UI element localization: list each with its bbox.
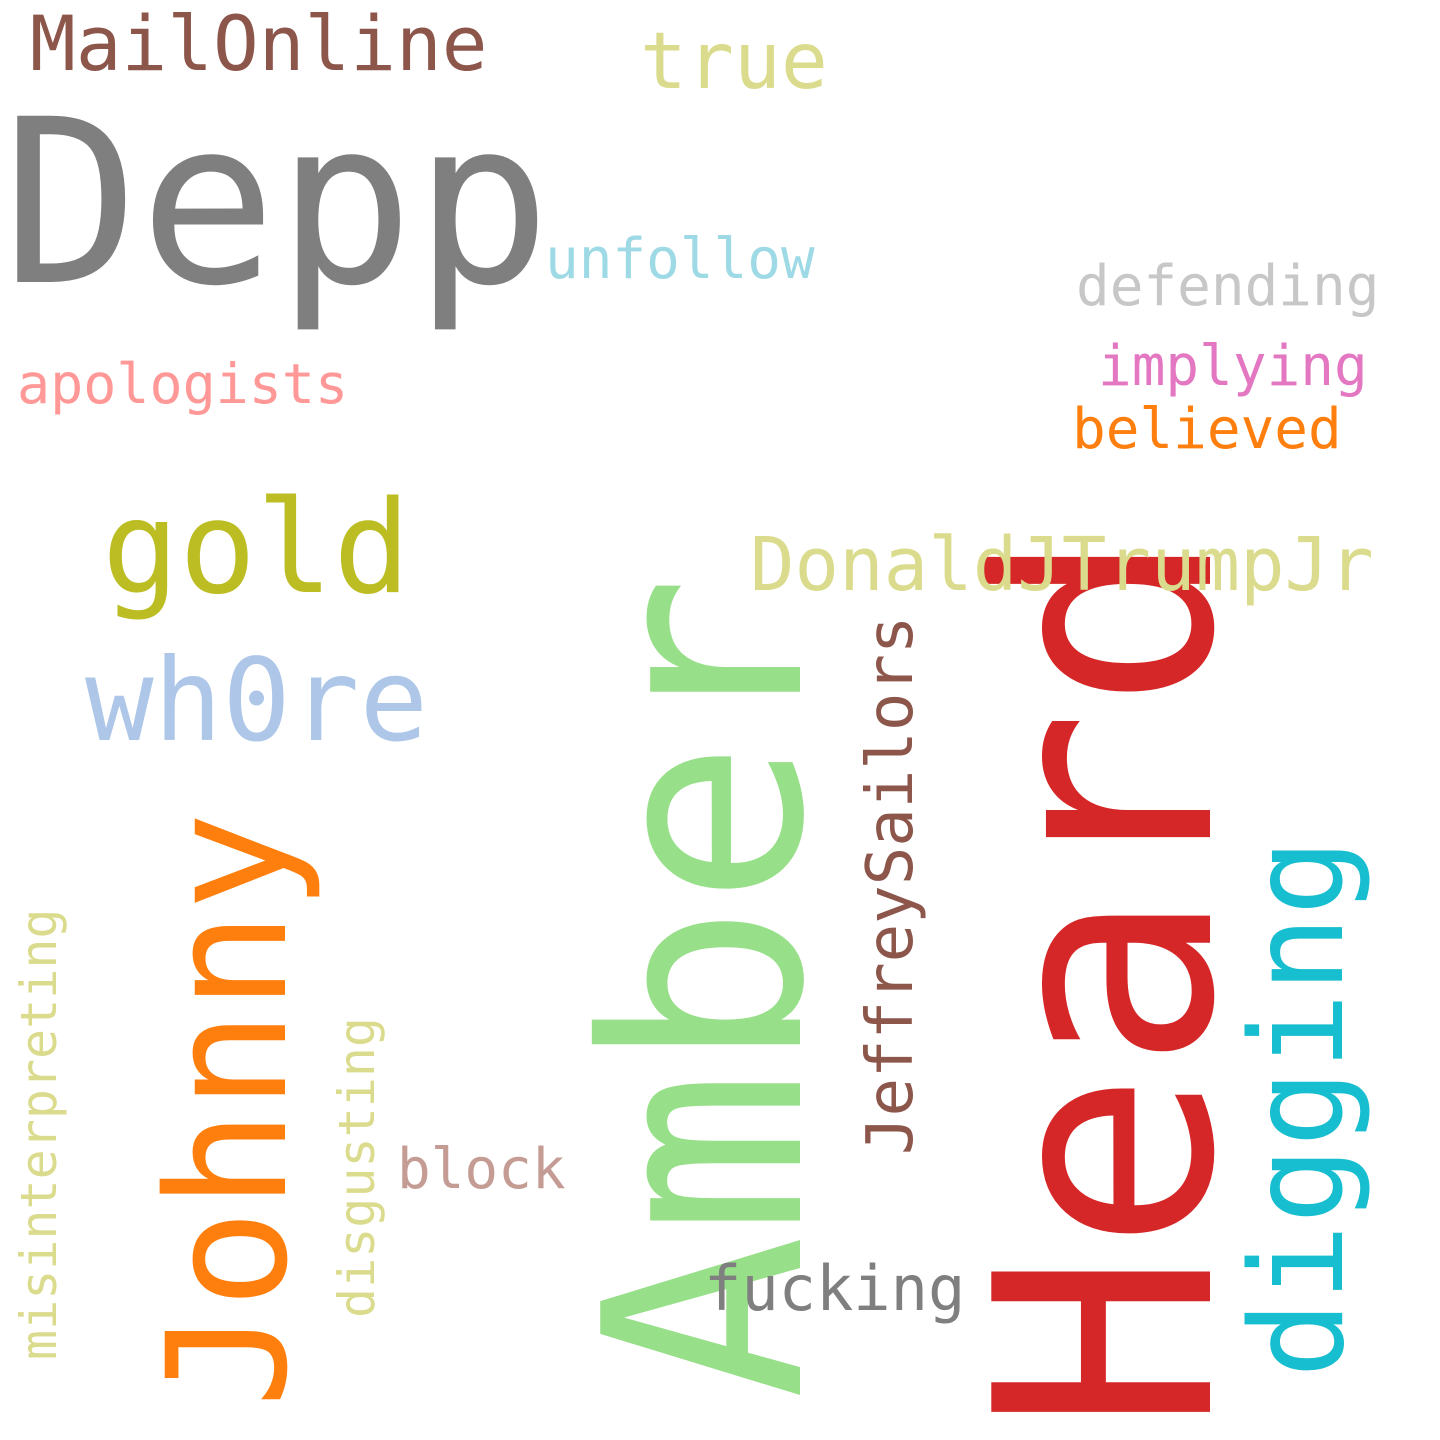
word-depp: Depp xyxy=(2,70,551,336)
word-apologists: apologists xyxy=(17,352,348,416)
word-implying: implying xyxy=(1098,334,1368,399)
word-heard: Heard xyxy=(932,529,1281,1432)
word-mailonline: MailOnline xyxy=(30,0,488,88)
word-fucking: fucking xyxy=(704,1252,965,1325)
word-misinterpreting: misinterpreting xyxy=(10,908,68,1360)
word-block: block xyxy=(397,1137,566,1202)
word-defending: defending xyxy=(1076,254,1379,319)
word-amber: Amber xyxy=(546,575,865,1400)
word-jeffreysailors: JeffreySailors xyxy=(854,616,928,1155)
word-true: true xyxy=(640,17,828,107)
word-unfollow: unfollow xyxy=(545,227,815,292)
word-johnny: Johnny xyxy=(132,812,324,1408)
word-wh0re: wh0re xyxy=(85,634,428,767)
word-layer: Heard Amber Depp Johnny digging gold wh0… xyxy=(2,0,1379,1432)
word-believed: believed xyxy=(1072,397,1342,462)
word-donaldjtrumpjr: DonaldJTrumpJr xyxy=(750,522,1374,608)
word-gold: gold xyxy=(102,474,410,623)
word-disgusting: disgusting xyxy=(328,1017,386,1318)
word-digging: digging xyxy=(1224,839,1373,1378)
